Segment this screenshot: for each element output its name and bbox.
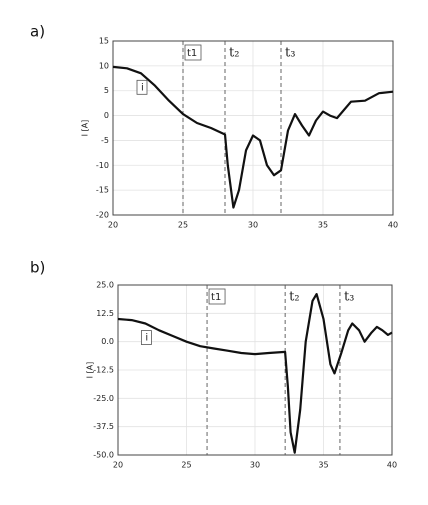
marker-label: t₂ bbox=[229, 46, 239, 61]
marker-box bbox=[184, 44, 202, 61]
x-tick-label: 30 bbox=[248, 221, 258, 230]
marker-label: t1 bbox=[187, 48, 197, 59]
marker-label: t₂ bbox=[289, 290, 299, 305]
series-line bbox=[112, 65, 394, 209]
y-tick-label: -10 bbox=[96, 161, 109, 170]
series-line bbox=[117, 293, 393, 454]
marker-box bbox=[208, 288, 226, 305]
y-tick-label: 15 bbox=[99, 37, 109, 46]
panel-label: b) bbox=[30, 259, 45, 277]
legend-label: i bbox=[145, 333, 148, 344]
y-tick-label: -50.0 bbox=[93, 451, 114, 460]
x-tick-label: 35 bbox=[318, 221, 328, 230]
y-axis-label: I [A] bbox=[86, 362, 95, 379]
y-tick-label: -25.0 bbox=[93, 394, 114, 403]
x-tick-label: 25 bbox=[178, 221, 188, 230]
marker-label: t1 bbox=[211, 292, 221, 303]
y-tick-label: 25.0 bbox=[96, 281, 114, 290]
panel-label: a) bbox=[30, 23, 45, 41]
y-tick-label: -12.5 bbox=[93, 366, 114, 375]
y-tick-label: -37.5 bbox=[93, 422, 114, 431]
x-tick-label: 25 bbox=[181, 461, 191, 470]
y-axis-label: I [A] bbox=[81, 120, 90, 137]
y-tick-label: 10 bbox=[99, 61, 109, 70]
legend-box bbox=[136, 79, 148, 95]
marker-label: t₃ bbox=[344, 290, 354, 305]
x-tick-label: 35 bbox=[318, 461, 328, 470]
legend-box bbox=[140, 330, 152, 345]
x-tick-label: 30 bbox=[250, 461, 260, 470]
y-tick-label: 0.0 bbox=[101, 337, 114, 346]
plot-frame bbox=[112, 40, 394, 216]
y-tick-label: 12.5 bbox=[96, 309, 114, 318]
legend-label: i bbox=[141, 82, 144, 93]
y-tick-label: 5 bbox=[104, 86, 109, 95]
marker-label: t₃ bbox=[285, 46, 295, 61]
y-tick-label: -15 bbox=[96, 186, 109, 195]
plot-frame bbox=[117, 284, 393, 456]
y-tick-label: 0 bbox=[104, 111, 109, 120]
y-tick-label: -20 bbox=[96, 211, 109, 220]
x-tick-label: 40 bbox=[388, 221, 398, 230]
y-tick-label: -5 bbox=[101, 136, 109, 145]
x-tick-label: 40 bbox=[387, 461, 397, 470]
x-tick-label: 20 bbox=[108, 221, 118, 230]
x-tick-label: 20 bbox=[113, 461, 123, 470]
